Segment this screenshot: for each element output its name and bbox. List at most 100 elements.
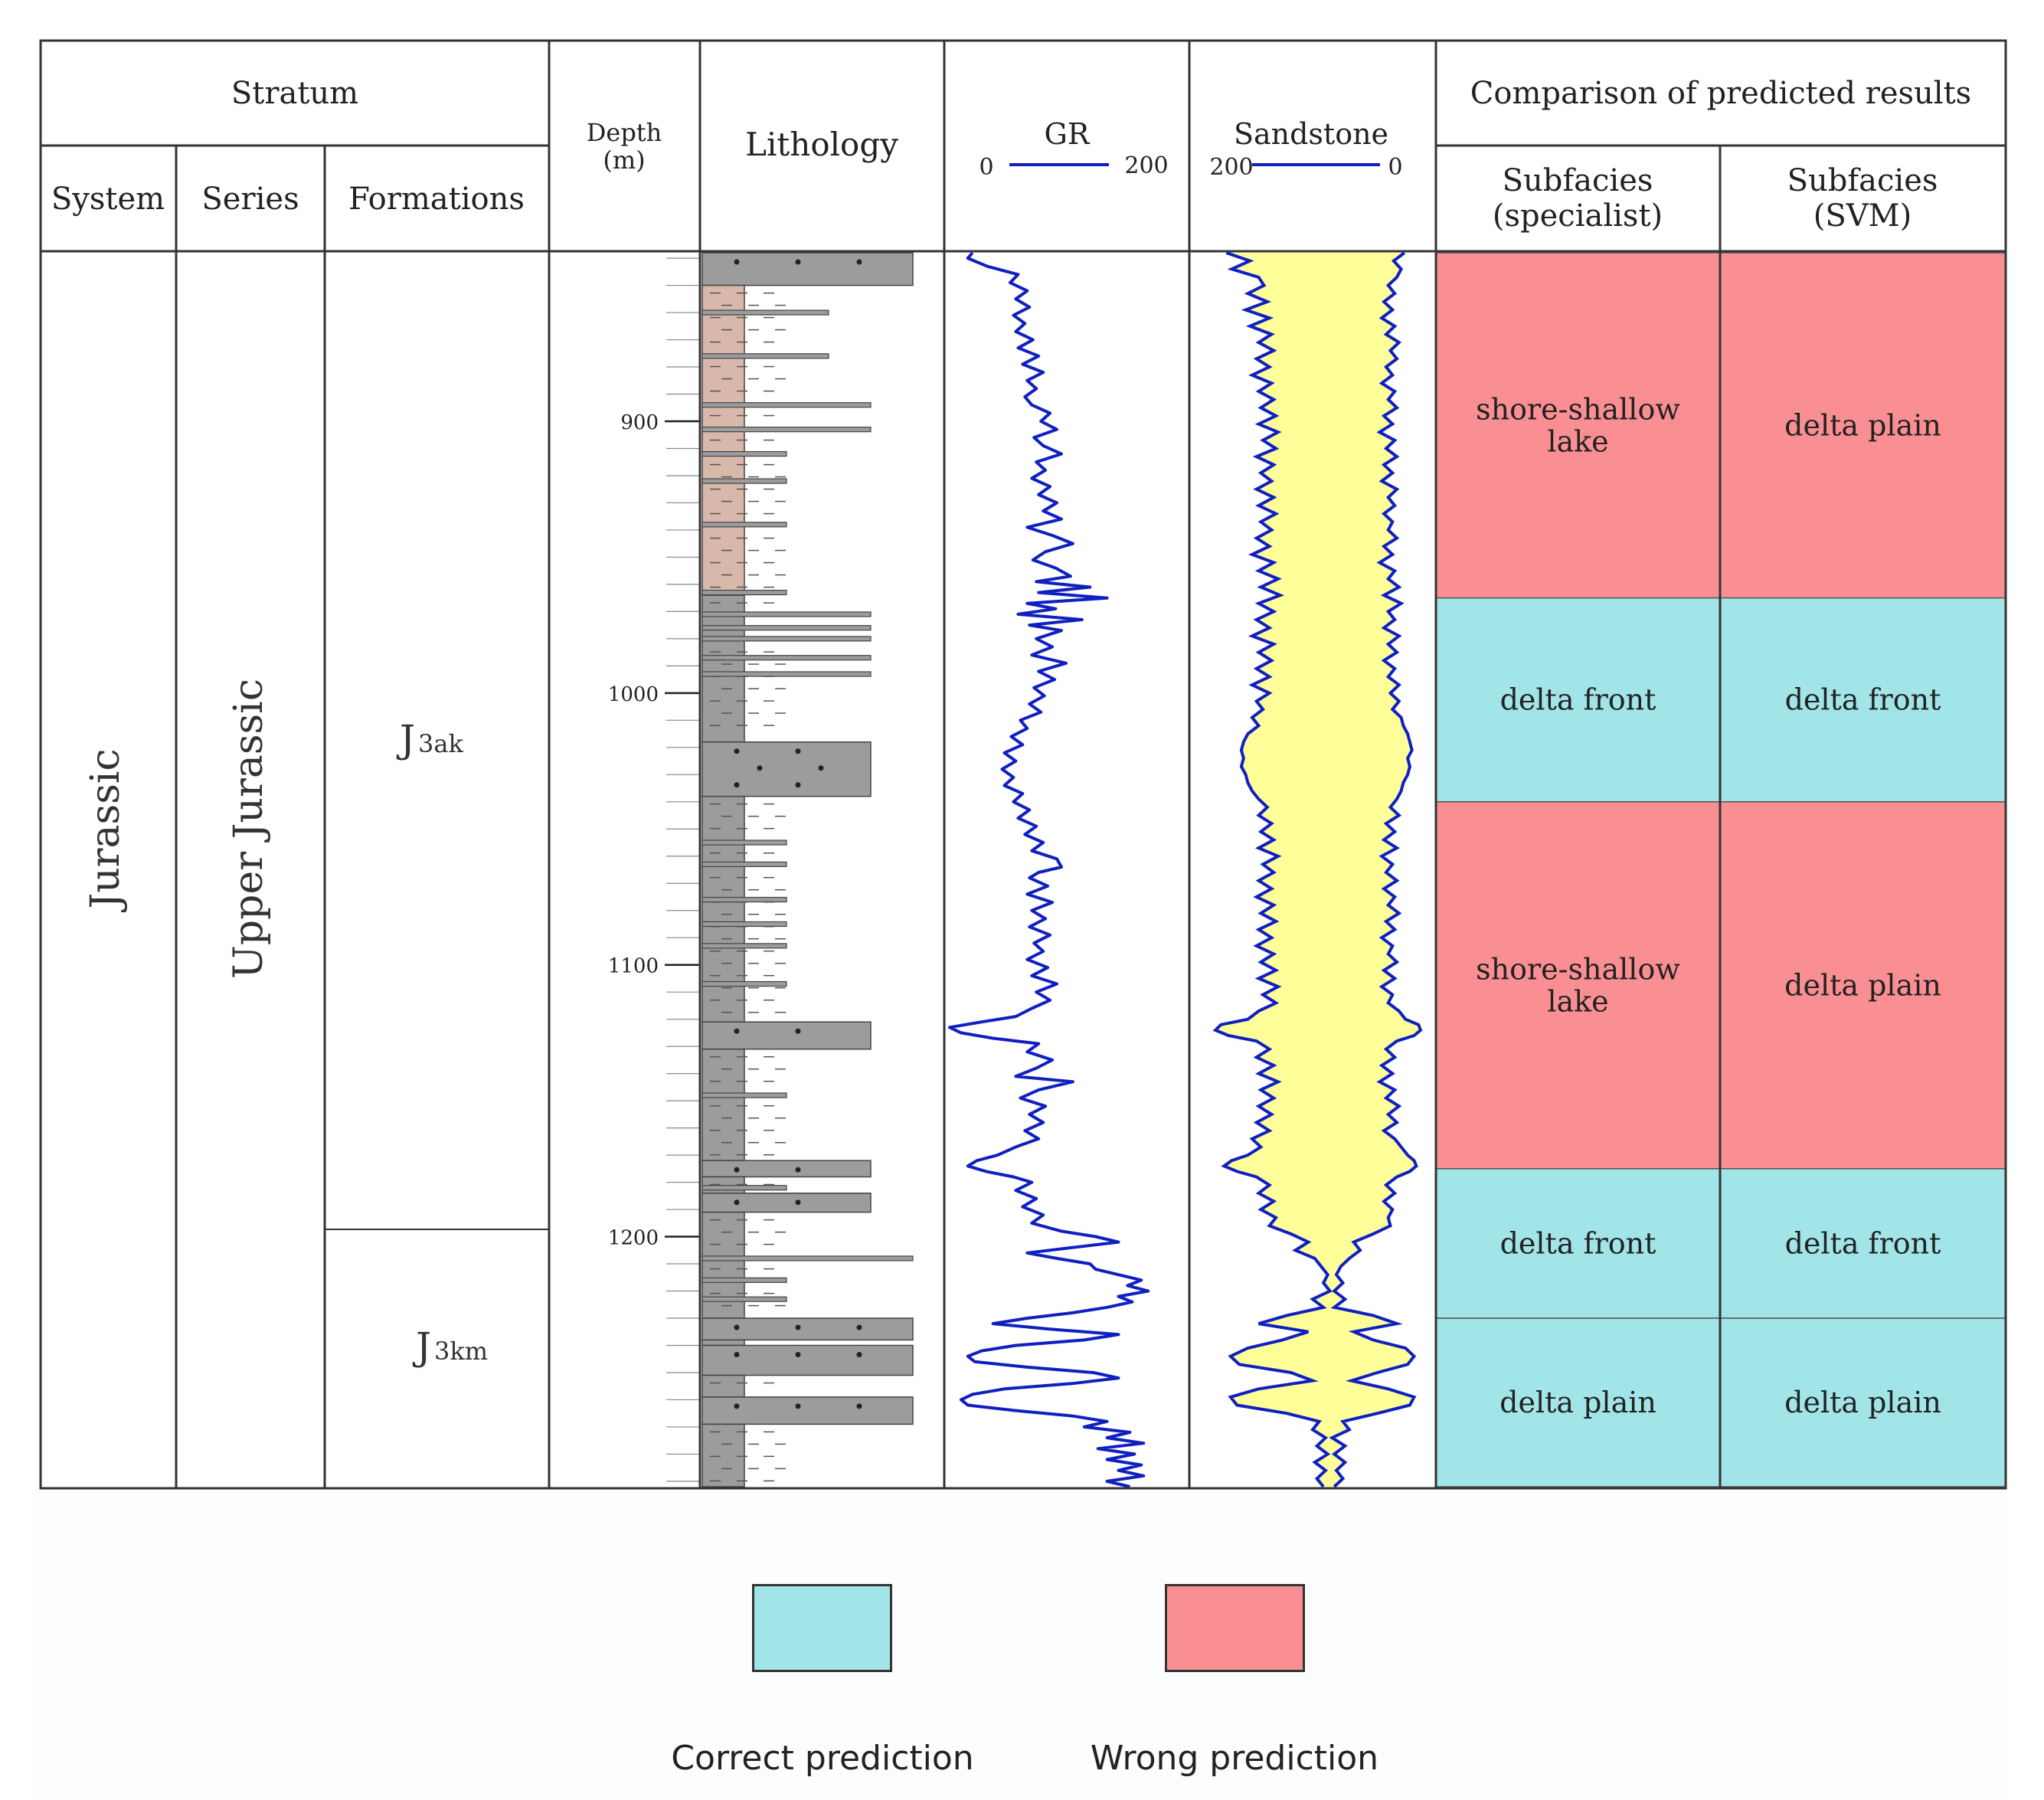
depth-label-1100: 1100 [608,955,659,978]
lith-grain-7-0-0 [734,1167,740,1173]
legend-wrong-label: Wrong prediction [1090,1739,1379,1778]
lithology-header: Lithology [745,126,898,163]
lith-thin-bed-11 [702,655,872,661]
lith-thin-bed-17 [702,943,787,949]
lith-grain-11-0-1 [795,1324,801,1330]
facies-label-svm-3-0: delta front [1785,1226,1941,1260]
legend-wrong-swatch [1165,1584,1305,1672]
lith-bed-16 [702,1423,745,1487]
lith-thin-bed-7 [702,589,787,596]
facies-label-specialist-2-1: lake [1547,984,1608,1018]
facies-block-specialist-3 [1435,1168,1721,1319]
lith-bed-0 [702,252,914,286]
table-frame [39,39,2007,1490]
depth-label-1200: 1200 [608,1227,659,1250]
lith-grain-15-0-2 [856,1403,862,1409]
facies-label-specialist-3-0: delta front [1500,1226,1656,1260]
sandstone-scale-right: 0 [1388,154,1402,181]
lith-bed-15 [702,1396,914,1425]
lith-grain-3-1-1 [818,765,824,771]
sandstone-curve-left [1212,251,1333,1488]
lith-thin-bed-14 [702,861,787,868]
lith-grain-3-0-1 [795,748,801,754]
gr-scale-min: 0 [979,154,993,181]
sandstone-curve-right [1329,251,1423,1488]
lith-thin-bed-18 [702,980,787,987]
lith-grain-3-2-1 [795,782,801,788]
gr-curve-layer [948,251,1150,1488]
lith-thin-bed-20 [702,1185,787,1191]
svm-header-line1: Subfacies [1787,163,1938,198]
lith-grain-7-0-1 [795,1167,801,1173]
lith-thin-bed-4 [702,450,787,457]
series-header: Series [201,182,299,217]
svm-header-line2: (SVM) [1813,198,1912,234]
facies-label-specialist-0-0: shore-shallow [1476,392,1680,426]
specialist-header-line1: Subfacies [1503,163,1653,198]
facies-block-svm-3 [1719,1168,2006,1319]
formation-j3km: J 3km [412,1324,488,1369]
formation-j3ak: J 3ak [396,717,463,761]
sandstone-scale-left: 200 [1209,154,1253,181]
lith-bed-7 [702,1160,872,1178]
facies-block-specialist-0 [1435,252,1721,599]
depth-header: Depth [587,118,662,147]
lith-bed-14 [702,1374,745,1398]
legend-area [37,1490,2008,1800]
lith-grain-9-0-0 [734,1199,740,1206]
lith-thin-bed-1 [702,353,829,359]
facies-label-svm-0-0: delta plain [1784,408,1941,442]
lith-bed-3 [702,741,872,797]
system-header: System [51,182,165,217]
system-value: Jurassic [83,748,129,912]
depth-label-900: 900 [620,411,659,434]
legend-correct-swatch [752,1584,892,1672]
lith-bed-6 [702,1048,745,1161]
lith-grain-0-0-0 [734,259,740,265]
lith-grain-5-0-0 [734,1028,740,1034]
lith-bed-2 [702,594,745,743]
lith-thin-bed-10 [702,636,872,642]
lith-bed-5 [702,1021,872,1050]
lith-grain-3-0-0 [734,748,740,754]
lith-grain-0-0-1 [795,259,801,265]
facies-label-svm-1-0: delta front [1785,683,1941,717]
lith-thin-bed-6 [702,522,787,528]
lith-grain-15-0-1 [795,1403,801,1409]
series-value: Upper Jurassic [226,679,272,979]
lith-grain-9-0-1 [795,1199,801,1206]
depth-axis: 900 1000 1100 1200 [608,257,700,1482]
lith-thin-bed-22 [702,1277,787,1283]
lith-thin-bed-23 [702,1296,787,1302]
legend-correct-label: Correct prediction [671,1739,974,1778]
depth-unit: (m) [603,146,645,175]
facies-label-svm-4-0: delta plain [1784,1386,1941,1419]
facies-label-specialist-2-0: shore-shallow [1476,952,1680,986]
lith-thin-bed-0 [702,309,829,316]
facies-block-svm-1 [1719,597,2006,803]
lith-grain-0-0-2 [856,259,862,265]
facies-label-svm-2-0: delta plain [1784,968,1941,1002]
lith-grain-3-2-0 [734,782,740,788]
lith-grain-15-0-0 [734,1403,740,1409]
formations-header: Formations [348,182,525,217]
lith-thin-bed-9 [702,625,872,631]
facies-label-specialist-1-0: delta front [1500,683,1656,717]
facies-block-specialist-2 [1435,801,1721,1170]
lith-grain-13-0-2 [856,1351,862,1357]
lith-bed-9 [702,1193,872,1213]
sandstone-curve-layer [1212,251,1423,1488]
lith-thin-bed-2 [702,402,872,408]
stratum-header: Stratum [231,76,358,111]
depth-label-1000: 1000 [608,683,659,706]
lith-bed-11 [702,1317,914,1341]
lith-grain-13-0-0 [734,1351,740,1357]
lith-grain-5-0-1 [795,1028,801,1034]
lith-thin-bed-5 [702,478,787,484]
lith-bed-10 [702,1211,745,1319]
lith-thin-bed-3 [702,427,872,433]
lith-grain-11-0-0 [734,1324,740,1330]
gr-curve [948,251,1150,1488]
